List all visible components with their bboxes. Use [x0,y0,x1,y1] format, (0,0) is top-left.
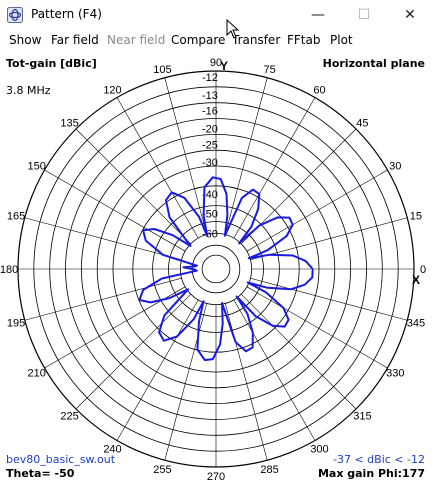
angle-label-30: 30 [389,161,401,173]
app-icon [7,7,23,23]
angle-label-345: 345 [407,318,425,330]
angle-label-195: 195 [7,318,25,330]
menu-bar: Show Far field Near field Compare Transf… [0,31,433,51]
angle-label-180: 180 [0,264,18,276]
max-gain-phi: Max gain Phi:177 [317,467,425,480]
radial-label: -16 [202,106,218,118]
angle-label-60: 60 [313,85,325,97]
menu-plot[interactable]: Plot [330,33,353,47]
polar-chart: 0 15 30 45 60 75 90 105 120 135 150 165 180 195 210 225… [0,57,426,483]
window-title: Pattern (F4) [31,7,102,21]
grid-ring [191,244,241,294]
grid-ring [179,232,252,305]
theta-value: Theta= -50 [6,467,75,480]
angle-label-150: 150 [28,161,46,173]
angle-label-300: 300 [310,443,328,455]
grid-spoke [233,299,316,441]
frequency-label: 3.8 MHz [6,84,51,97]
grid-spoke [24,217,182,261]
menu-near-field[interactable]: Near field [107,33,166,47]
radial-label: -40 [202,189,218,201]
close-button[interactable]: ✕ [404,7,416,23]
mouse-cursor-icon [226,19,240,39]
angle-label-75: 75 [263,64,275,76]
grid-spoke [164,303,208,461]
angle-label-270: 270 [207,471,225,483]
grid-spoke [24,277,182,321]
radial-label: -30 [202,157,218,169]
grid-spoke [116,299,199,441]
radial-label: -25 [202,139,218,151]
grid-spoke [246,286,388,369]
grid-spoke [116,97,199,239]
angle-label-225: 225 [60,410,78,422]
menu-fftab[interactable]: FFtab [287,33,321,47]
angle-label-315: 315 [353,410,371,422]
grid-spoke [246,169,388,252]
angle-label-90: 90 [210,57,222,69]
menu-show[interactable]: Show [9,33,42,47]
angle-label-255: 255 [153,464,171,476]
grid-spoke [75,293,192,410]
radial-label: -20 [202,123,218,135]
grid-spoke [75,128,192,245]
angle-label-285: 285 [260,464,278,476]
angle-label-330: 330 [386,368,404,380]
angle-label-15: 15 [410,210,422,222]
gain-type-label: Tot-gain [dBic] [6,57,97,70]
radial-label: -12 [202,72,218,84]
grid-spoke [233,97,316,239]
plane-label: Horizontal plane [322,57,425,70]
angle-label-120: 120 [103,85,121,97]
grid-spoke [250,217,408,261]
minimize-button[interactable]: — [311,7,325,23]
title-bar[interactable]: Pattern (F4) — ☐ ✕ [0,0,433,31]
radial-label: -50 [202,209,218,221]
file-name: bev80_basic_sw.out [6,453,116,466]
gain-range: -37 < dBic < -12 [333,453,425,466]
menu-compare[interactable]: Compare [171,33,226,47]
grid-ring [201,254,231,284]
angle-label-45: 45 [356,118,368,130]
grid-spoke [164,77,208,235]
x-axis-letter: X [412,273,420,287]
grid-spoke [44,169,186,252]
grid-spoke [240,293,357,410]
angle-label-0: 0 [420,264,426,276]
menu-far-field[interactable]: Far field [51,33,99,47]
angle-label-165: 165 [7,210,25,222]
maximize-button[interactable]: ☐ [357,7,371,23]
angle-label-135: 135 [60,118,78,130]
grid-spoke [224,77,268,235]
angle-label-240: 240 [103,443,121,455]
angle-label-210: 210 [28,368,46,380]
menu-transfer[interactable]: Transfer [232,33,281,47]
radial-label: -13 [202,90,218,102]
gain-pattern-trace [138,176,314,362]
grid-spoke [250,277,408,321]
y-axis-letter: Y [220,59,228,73]
grid-spoke [224,303,268,461]
polar-plot-area: Tot-gain [dBic] Horizontal plane 3.8 MHz… [0,51,433,483]
angle-label-105: 105 [153,64,171,76]
